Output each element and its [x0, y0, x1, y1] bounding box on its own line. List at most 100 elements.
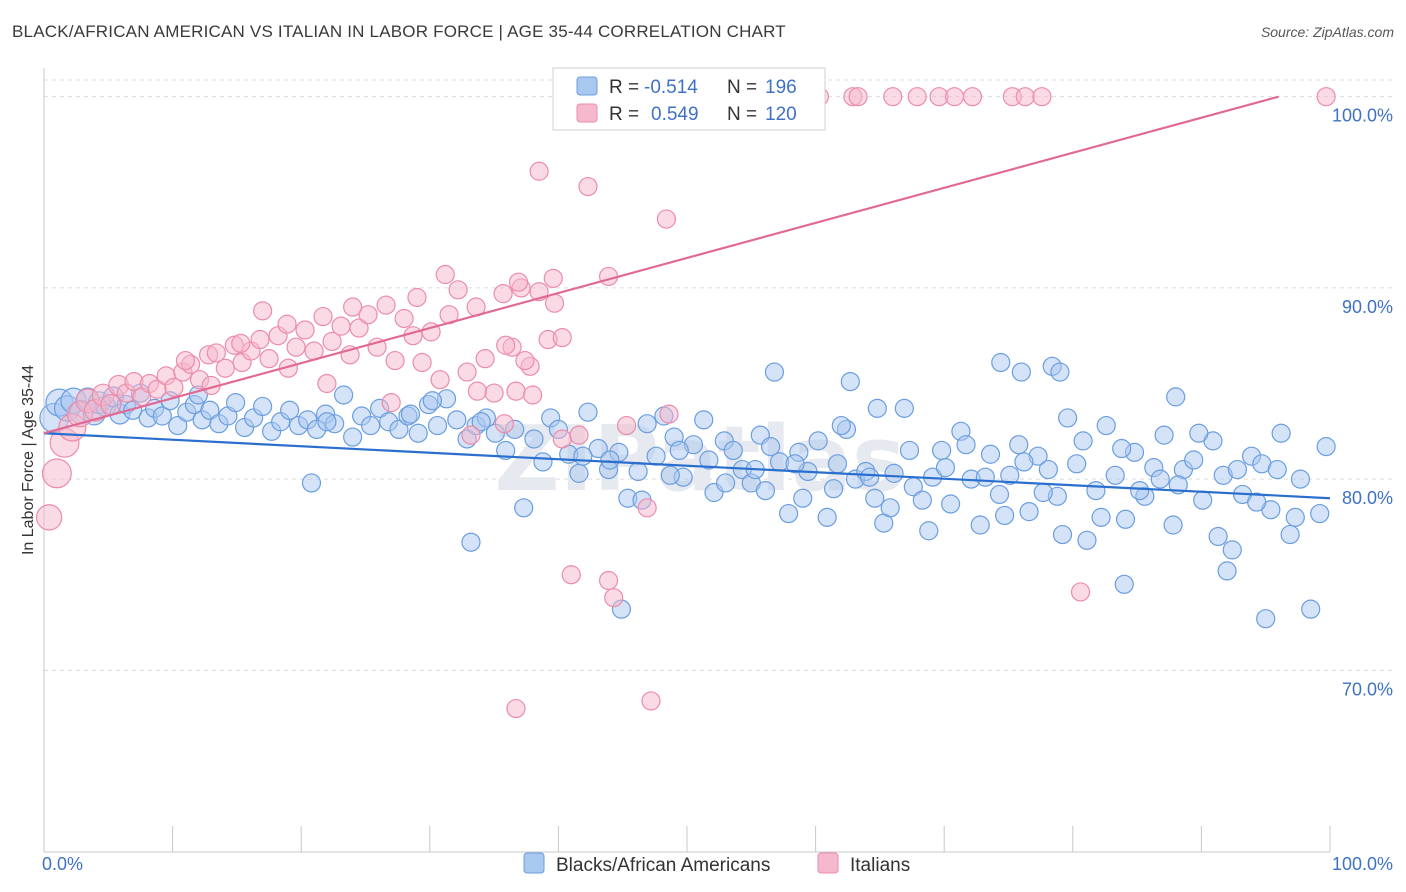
italians-point-33 [313, 306, 333, 327]
italians-point-100 [529, 161, 549, 181]
italians-point-42 [394, 308, 414, 329]
italians-point-78 [907, 87, 927, 107]
blacks-point-38 [343, 427, 363, 447]
blacks-point-154 [785, 454, 805, 474]
italians-point-65 [637, 498, 657, 518]
blacks-point-118 [1105, 465, 1125, 485]
blacks-point-78 [723, 440, 743, 461]
blacks-point-170 [1091, 507, 1111, 527]
italians-point-76 [848, 87, 868, 107]
blacks-point-160 [899, 440, 920, 461]
legend-swatch-pink [576, 103, 598, 123]
blacks-point-28 [253, 396, 273, 417]
grid-lines [44, 79, 1393, 671]
blacks-point-69 [637, 414, 657, 434]
blacks-point-63 [578, 402, 598, 422]
blacks-point-142 [400, 404, 421, 424]
blacks-point-111 [1038, 459, 1058, 480]
italians-point-63 [598, 570, 619, 591]
blacks-point-162 [935, 458, 956, 478]
y-tick-label-3: 100.0% [1332, 106, 1393, 126]
italians-point-102 [598, 266, 619, 287]
blacks-point-113 [1058, 408, 1078, 428]
chart-title: BLACK/AFRICAN AMERICAN VS ITALIAN IN LAB… [12, 22, 786, 41]
italians-point-22 [215, 358, 235, 378]
blacks-point-167 [1033, 482, 1053, 503]
italians-point-104 [496, 335, 516, 355]
italians-point-119 [407, 287, 427, 308]
blacks-point-62 [569, 463, 589, 483]
blacks-point-16 [152, 406, 172, 426]
top-legend: R = -0.514 N = 196 R = 0.549 N = 120 [552, 67, 826, 131]
blacks-point-58 [533, 452, 553, 472]
y-tick-label-1: 80.0% [1342, 488, 1393, 508]
blacks-point-107 [1000, 465, 1020, 485]
italians-point-118 [381, 393, 401, 413]
x-tick-label-0: 0.0% [42, 854, 83, 874]
blacks-point-165 [995, 505, 1015, 526]
blacks-point-31 [280, 400, 300, 420]
blacks-point-123 [1154, 425, 1174, 445]
italians-trend-line [43, 95, 1279, 435]
blacks-point-37 [334, 385, 354, 405]
blacks-point-188 [1050, 362, 1070, 382]
blacks-point-12 [123, 400, 143, 420]
italians-point-91 [467, 381, 487, 401]
legend-box [552, 67, 826, 131]
blacks-point-189 [764, 362, 785, 382]
blacks-point-98 [912, 490, 932, 510]
legend-n-value-blue: 196 [765, 77, 797, 98]
blacks-point-195 [1166, 387, 1186, 407]
blacks-point-130 [1222, 540, 1242, 560]
blacks-point-185 [991, 352, 1011, 373]
italians-point-29 [277, 314, 297, 334]
blacks-point-146 [600, 450, 620, 470]
blacks-point-172 [1130, 480, 1150, 501]
y-tick-labels: 70.0% 80.0% 90.0% 100.0% [1332, 106, 1393, 700]
blacks-point-68 [628, 461, 648, 482]
italians-point-52 [484, 383, 504, 403]
x-tick-labels: 0.0% 100.0% [42, 854, 1393, 874]
italians-point-113 [231, 333, 251, 353]
italians-point-37 [349, 318, 369, 338]
italians-point-66 [656, 209, 677, 229]
italians-point-116 [317, 373, 337, 394]
blacks-point-139 [1310, 503, 1330, 524]
blacks-point-100 [932, 440, 952, 461]
blacks-point-87 [808, 431, 828, 451]
axes [43, 68, 1331, 853]
legend-r-value-blue: -0.514 [644, 77, 698, 98]
blacks-point-114 [1067, 454, 1087, 474]
blacks-point-119 [1115, 509, 1136, 529]
blacks-point-70 [646, 446, 666, 466]
blacks-point-144 [471, 412, 491, 432]
blacks-point-138 [1301, 599, 1321, 619]
blacks-point-181 [1316, 437, 1336, 457]
blacks-point-148 [660, 465, 680, 485]
italians-point-44 [412, 352, 432, 373]
italians-point-1 [41, 458, 72, 489]
italians-point-81 [962, 87, 983, 107]
italians-point-49 [457, 362, 477, 382]
italians-point-21 [206, 343, 226, 363]
legend-n-value-pink: 120 [765, 104, 797, 125]
italians-point-107 [523, 385, 543, 405]
legend-r-label-pink: R = [609, 104, 639, 125]
italians-point-110 [1070, 582, 1091, 602]
italians-point-117 [343, 297, 363, 317]
italians-point-108 [461, 425, 481, 445]
blacks-series-points [39, 352, 1336, 629]
blacks-point-124 [1163, 515, 1183, 535]
blacks-point-137 [1290, 469, 1311, 489]
blacks-point-190 [840, 372, 860, 392]
blacks-point-191 [867, 398, 887, 418]
italians-point-103 [435, 264, 455, 285]
blacks-point-141 [317, 412, 337, 432]
bottom-legend-swatch-pink [817, 852, 839, 874]
blacks-point-179 [1267, 459, 1287, 480]
italians-point-89 [641, 691, 661, 711]
blacks-point-173 [1150, 469, 1170, 489]
blacks-point-178 [1247, 492, 1267, 512]
blacks-point-182 [301, 473, 322, 493]
